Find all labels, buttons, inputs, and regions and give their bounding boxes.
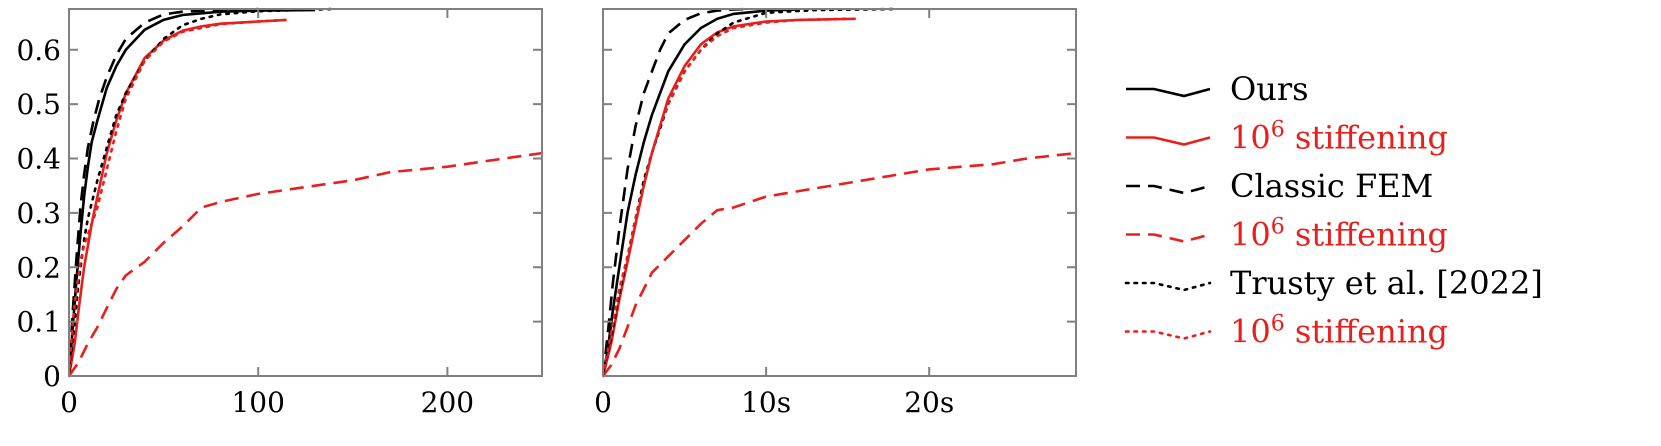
legend-entry-0: Ours xyxy=(1126,70,1309,108)
legend-label-5: 106 stiffening xyxy=(1230,312,1448,351)
series-line-1-1 xyxy=(603,17,856,377)
legend-entry-5: 106 stiffening xyxy=(1124,312,1448,351)
legend-entry-4: Trusty et al. [2022] xyxy=(1124,264,1543,302)
x-tick-label-1-1: 10s xyxy=(741,386,791,419)
series-line-0-2 xyxy=(69,7,259,377)
legend-entry-2: Classic FEM xyxy=(1126,167,1433,205)
legend-sample-4 xyxy=(1124,281,1212,292)
legend-sample-1 xyxy=(1126,136,1211,146)
series-line-1-4 xyxy=(603,7,898,378)
legend-label-2: Classic FEM xyxy=(1230,167,1433,205)
y-tick-label-0-2: 0.2 xyxy=(16,251,61,284)
legend-sample-3 xyxy=(1126,233,1211,243)
y-tick-label-0-5: 0.5 xyxy=(16,88,61,121)
right-chart-frame xyxy=(602,8,1077,377)
legend-entry-1: 106 stiffening xyxy=(1126,118,1448,157)
right-chart-ticks: 0 10s 20s xyxy=(594,9,1076,419)
legend-sample-5 xyxy=(1124,330,1212,340)
series-line-1-0 xyxy=(603,8,799,377)
series-line-0-3 xyxy=(69,151,542,377)
series-line-1-2 xyxy=(603,7,750,377)
series-line-0-4 xyxy=(69,7,336,378)
right-chart-panel: 0 10s 20s xyxy=(594,7,1077,419)
x-tick-label-1-0: 0 xyxy=(594,386,612,419)
x-tick-label-1-2: 20s xyxy=(904,386,954,419)
series-line-1-3 xyxy=(603,151,1076,377)
x-tick-label-0-0: 0 xyxy=(60,386,78,419)
series-line-0-5 xyxy=(69,18,288,378)
left-chart-ticks: 0 100 200 0 0.1 0.2 0.3 0.4 0.5 0.6 xyxy=(16,9,542,419)
y-tick-label-0-6: 0.6 xyxy=(16,34,61,67)
x-tick-label-0-2: 200 xyxy=(421,386,474,419)
left-chart-panel: 0 100 200 0 0.1 0.2 0.3 0.4 0.5 0.6 xyxy=(16,7,543,419)
legend-sample-2 xyxy=(1126,184,1211,195)
legend-label-0: Ours xyxy=(1230,70,1309,108)
legend-label-3: 106 stiffening xyxy=(1230,215,1448,254)
left-chart-frame xyxy=(68,8,543,377)
series-line-1-5 xyxy=(603,17,849,378)
series-line-0-1 xyxy=(69,18,287,377)
y-tick-label-0-3: 0.3 xyxy=(16,197,61,230)
y-tick-label-0-1: 0.1 xyxy=(16,306,61,339)
x-tick-label-0-1: 100 xyxy=(231,386,284,419)
legend-label-4: Trusty et al. [2022] xyxy=(1230,264,1543,302)
y-tick-label-0-0: 0 xyxy=(43,360,61,393)
legend: Ours 106 stiffening Classic FEM 106 stiffen… xyxy=(1124,70,1543,351)
series-line-0-0 xyxy=(69,8,316,377)
left-plot-series-layer xyxy=(69,7,542,378)
legend-sample-0 xyxy=(1126,87,1211,98)
legend-entry-3: 106 stiffening xyxy=(1126,215,1448,254)
right-plot-series-layer xyxy=(603,7,1076,378)
y-tick-label-0-4: 0.4 xyxy=(16,143,61,176)
legend-label-1: 106 stiffening xyxy=(1230,118,1448,157)
